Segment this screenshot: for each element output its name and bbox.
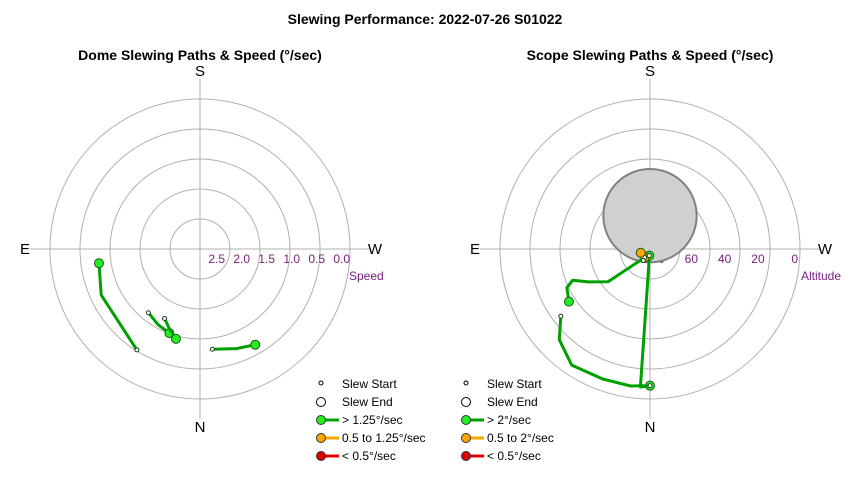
dome-legend-label: > 1.25°/sec [342,413,403,427]
scope-legend-label: 0.5 to 2°/sec [487,431,554,445]
scope-legend-marker-fast [461,415,471,425]
dome-grid [30,79,370,419]
dome-slew-end-point [93,258,104,269]
dome-slew-end-point [250,339,261,350]
scope-compass-bottom: N [645,419,656,436]
dome-radial-tick-label: 0.0 [333,252,350,266]
dome-radial-tick-label: 0.5 [308,252,325,266]
scope-legend-marker-slow [461,451,471,461]
scope-radial-tick-label: 0 [791,252,798,266]
dome-radial-tick-label: 2.0 [233,252,250,266]
scope-slew-end-point [563,296,574,307]
dome-legend-marker-slow [316,451,326,461]
scope-polar-chart: Scope Slewing Paths & Speed (°/sec)SNEW8… [461,47,841,463]
dome-radial-axis-name: Speed [349,269,384,283]
dome-radial-tick-label: 1.5 [258,252,275,266]
dome-compass-left: E [20,241,30,258]
dome-slew-start-point [209,346,215,352]
dome-legend-end-marker [316,397,326,407]
scope-slew-path [638,254,652,389]
dome-slew-start-point [162,315,168,321]
dome-compass-top: S [195,63,205,80]
scope-legend-end-marker [461,397,471,407]
dome-slew-start-point [145,310,151,316]
scope-chart-title: Scope Slewing Paths & Speed (°/sec) [527,47,774,63]
scope-radial-tick-label: 40 [718,252,732,266]
scope-compass-top: S [645,63,655,80]
dome-chart-title: Dome Slewing Paths & Speed (°/sec) [78,47,322,63]
dome-polar-chart: Dome Slewing Paths & Speed (°/sec)S N E W 2.… [20,47,426,463]
scope-legend-label: Slew End [487,395,538,409]
dome-legend-label: 0.5 to 1.25°/sec [342,431,426,445]
dome-legend-label: Slew Start [342,377,397,391]
scope-compass-right: W [818,241,833,258]
scope-avoid-zone [602,168,698,264]
dome-legend-start-marker [318,380,324,386]
scope-compass-left: E [470,241,480,258]
scope-slew-start-point [647,383,653,389]
scope-legend-label: > 2°/sec [487,413,531,427]
scope-radial-axis-name: Altitude [801,269,841,283]
dome-slew-start-point [134,347,140,353]
dome-radial-tick-label: 1.0 [283,252,300,266]
scope-legend-marker-medium [461,433,471,443]
dome-legend: Slew Start Slew End > 1.25°/sec 0.5 to 1.25… [316,377,426,463]
scope-slew-start-point [558,313,564,319]
dome-slew-path [210,343,257,351]
scope-slew-start-point [646,253,652,259]
dome-compass-bottom: N [195,419,206,436]
scope-radial-tick-label: 20 [751,252,765,266]
scope-radial-tick-label: 60 [685,252,699,266]
scope-legend-start-marker [463,380,469,386]
scope-slew-path [557,314,652,388]
scope-slew-path [565,256,647,304]
dome-legend-label: Slew End [342,395,393,409]
dome-compass-right: W [368,241,383,258]
scope-slew-end-point [635,247,646,258]
scope-legend: Slew Start Slew End > 2°/sec 0.5 to 2°/sec <… [461,377,554,463]
scope-legend-label: < 0.5°/sec [487,449,541,463]
scope-slew-start-point [640,258,646,264]
dome-legend-marker-medium [316,433,326,443]
figure-title: Slewing Performance: 2022-07-26 S01022 [288,11,563,27]
dome-slew-path [97,261,139,352]
dome-radial-tick-label: 2.5 [208,252,225,266]
dome-legend-marker-fast [316,415,326,425]
dome-legend-label: < 0.5°/sec [342,449,396,463]
scope-legend-label: Slew Start [487,377,542,391]
dome-slew-end-point [170,333,181,344]
